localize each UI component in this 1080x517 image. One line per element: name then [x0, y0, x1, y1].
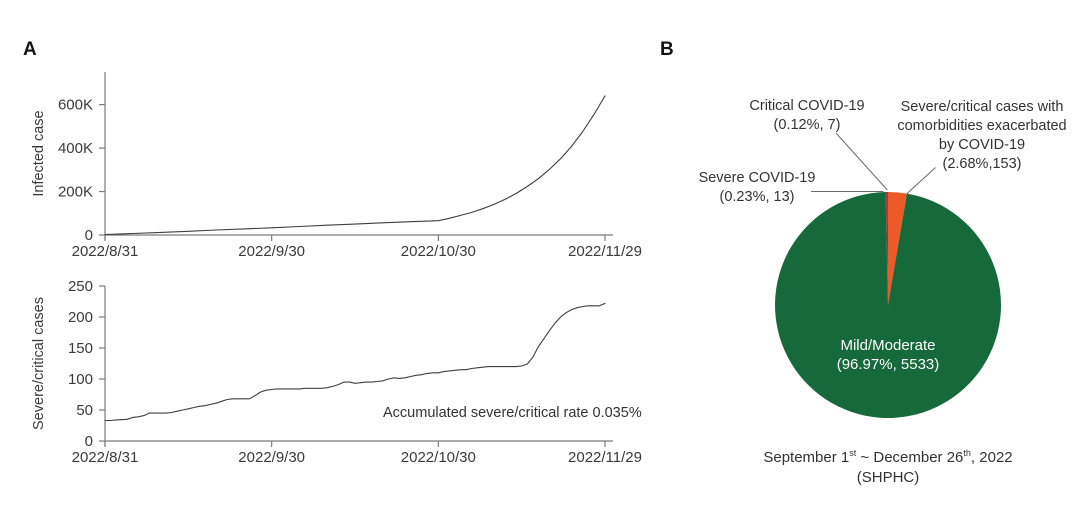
pie-label-comorbid-line1: Severe/critical cases with: [900, 99, 1064, 115]
pie-slice-3: [775, 192, 1002, 419]
leader-line-critical: [835, 132, 888, 191]
pie-caption-line2: (SHPHC): [856, 469, 920, 486]
pie-label-critical-line1: Critical COVID-19: [749, 98, 865, 114]
chart-severe: 0 50 100 150 200 250 2022/8/31 2022/9/30 2022/10…: [31, 278, 642, 466]
y-tick-label: 250: [68, 278, 93, 295]
chart-infected: 0 200K 400K 600K 2022/8/31 2022/9/30 2022/10/3…: [31, 72, 642, 260]
x-tick-label: 2022/10/30: [401, 243, 476, 260]
pie-slice-0: [885, 192, 888, 305]
pie-label-severe-line2: (0.23%, 13): [719, 189, 795, 205]
y-tick-label: 100: [68, 371, 93, 388]
x-tick-label: 2022/11/29: [568, 243, 642, 260]
caption-text: September 1: [763, 449, 850, 466]
pie-label-comorbid-line4: (2.68%,153): [942, 156, 1022, 172]
y-tick-label: 50: [76, 402, 93, 419]
caption-sup-th: th: [963, 448, 971, 458]
leader-line-comorbid: [906, 167, 936, 195]
y-tick-label: 600K: [58, 97, 93, 114]
x-tick-label: 2022/8/31: [72, 449, 139, 466]
pie-caption: September 1st ~ December 26th, 2022 (SHP…: [728, 443, 1048, 488]
y-tick-label: 0: [85, 433, 93, 450]
caption-sup-st: st: [849, 448, 857, 458]
pie-label-critical-line2: (0.12%, 7): [773, 117, 841, 133]
y-tick-label: 200K: [58, 184, 93, 201]
pie-label-mild-line1: Mild/Moderate: [840, 337, 936, 354]
y-axis-title: Severe/critical cases: [31, 297, 47, 430]
pie-label-severe: Severe COVID-19 (0.23%, 13): [677, 169, 837, 207]
panel-a-label: A: [23, 39, 38, 60]
pie-label-comorbid-line2: comorbidities exacerbated: [897, 118, 1067, 134]
series-severe: [104, 302, 606, 422]
caption-text: , 2022: [970, 449, 1013, 466]
pie-label-comorbid: Severe/critical cases with comorbidities…: [884, 98, 1080, 174]
pie: [775, 191, 1002, 419]
x-tick-label: 2022/11/29: [568, 449, 642, 466]
x-tick-label: 2022/9/30: [238, 449, 305, 466]
pie-label-comorbid-line3: by COVID-19: [938, 137, 1026, 153]
pie-label-mild-moderate: Mild/Moderate (96.97%, 5533): [788, 336, 988, 374]
x-tick-label: 2022/9/30: [238, 243, 305, 260]
series-infected: [104, 95, 606, 236]
y-tick-label: 400K: [58, 140, 93, 157]
y-tick-label: 0: [85, 227, 93, 244]
accumulated-rate-annotation: Accumulated severe/critical rate 0.035%: [383, 405, 642, 421]
y-tick-label: 150: [68, 340, 93, 357]
panel-b-pie-chart: [775, 132, 1002, 419]
pie-caption-line1: September 1st ~ December 26th, 2022: [728, 443, 1048, 468]
pie-label-mild-line2: (96.97%, 5533): [836, 356, 940, 373]
x-tick-label: 2022/8/31: [72, 243, 139, 260]
panel-a-line-charts: 0 200K 400K 600K 2022/8/31 2022/9/30 2022/10/3…: [31, 72, 642, 466]
y-axis-title: Infected case: [31, 110, 47, 196]
panel-b-label: B: [660, 39, 675, 60]
x-tick-label: 2022/10/30: [401, 449, 476, 466]
pie-label-severe-line1: Severe COVID-19: [698, 170, 816, 186]
caption-text: ~ December 26: [856, 449, 964, 466]
pie-label-critical: Critical COVID-19 (0.12%, 7): [727, 97, 887, 135]
pie-slice-2: [888, 192, 907, 305]
y-tick-label: 200: [68, 309, 93, 326]
